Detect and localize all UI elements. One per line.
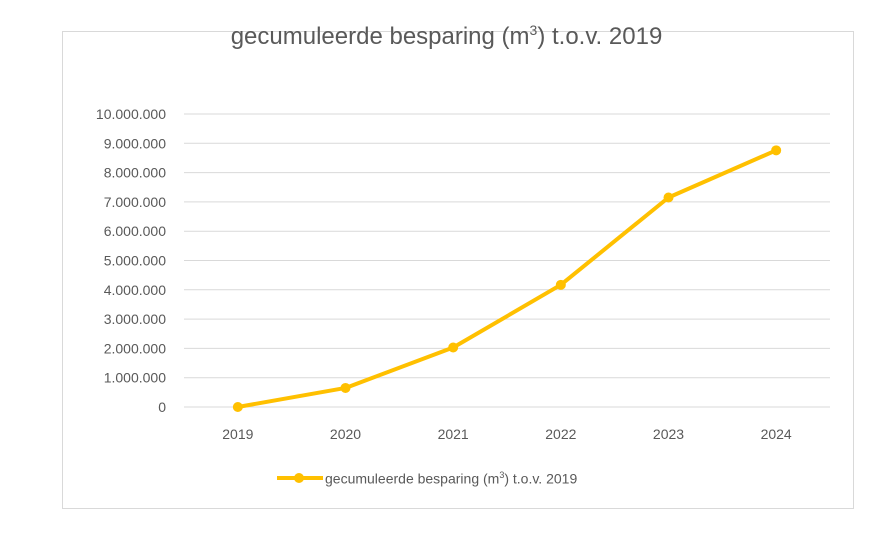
- y-tick-label: 0: [158, 399, 166, 415]
- legend-label-superscript: 3: [499, 469, 505, 480]
- y-tick-label: 10.000.000: [96, 106, 166, 122]
- x-axis-tick-labels: 2019 2020 2021 2022 2023 2024: [222, 426, 792, 442]
- data-point: [340, 382, 351, 393]
- data-point: [555, 279, 566, 290]
- y-tick-label: 8.000.000: [104, 165, 166, 181]
- x-tick-label: 2023: [653, 426, 684, 442]
- chart-title: gecumuleerde besparing (m3) t.o.v. 2019: [0, 22, 893, 51]
- y-tick-label: 1.000.000: [104, 370, 166, 386]
- chart-title-suffix: ) t.o.v. 2019: [537, 23, 663, 50]
- y-tick-label: 6.000.000: [104, 223, 166, 239]
- y-tick-label: 7.000.000: [104, 194, 166, 210]
- x-tick-label: 2021: [438, 426, 469, 442]
- data-point: [771, 145, 782, 156]
- x-tick-label: 2024: [761, 426, 792, 442]
- y-tick-label: 3.000.000: [104, 311, 166, 327]
- series-layer: [232, 145, 782, 412]
- chart-title-prefix: gecumuleerde besparing (m: [230, 23, 530, 50]
- x-tick-label: 2022: [545, 426, 576, 442]
- gridlines: [184, 113, 830, 408]
- series-line: [235, 148, 779, 409]
- data-point: [663, 192, 674, 203]
- chart-frame: [62, 31, 854, 509]
- x-tick-label: 2019: [222, 426, 253, 442]
- y-axis-tick-labels: 0 1.000.000 2.000.000 3.000.000 4.000.000 5.0…: [96, 106, 166, 415]
- chart-legend: gecumuleerde besparing (m3) t.o.v. 2019: [277, 466, 577, 490]
- legend-label: gecumuleerde besparing (m3) t.o.v. 2019: [325, 470, 577, 487]
- chart-title-superscript: 3: [529, 22, 538, 38]
- y-tick-label: 4.000.000: [104, 282, 166, 298]
- data-point: [448, 342, 459, 353]
- y-tick-label: 9.000.000: [104, 135, 166, 151]
- legend-swatch: [277, 471, 323, 485]
- data-point: [232, 402, 243, 412]
- legend-label-suffix: ) t.o.v. 2019: [504, 470, 578, 487]
- y-tick-label: 5.000.000: [104, 253, 166, 269]
- legend-label-prefix: gecumuleerde besparing (m: [325, 470, 500, 487]
- x-tick-label: 2020: [330, 426, 361, 442]
- y-tick-label: 2.000.000: [104, 340, 166, 356]
- legend-marker: [294, 473, 304, 483]
